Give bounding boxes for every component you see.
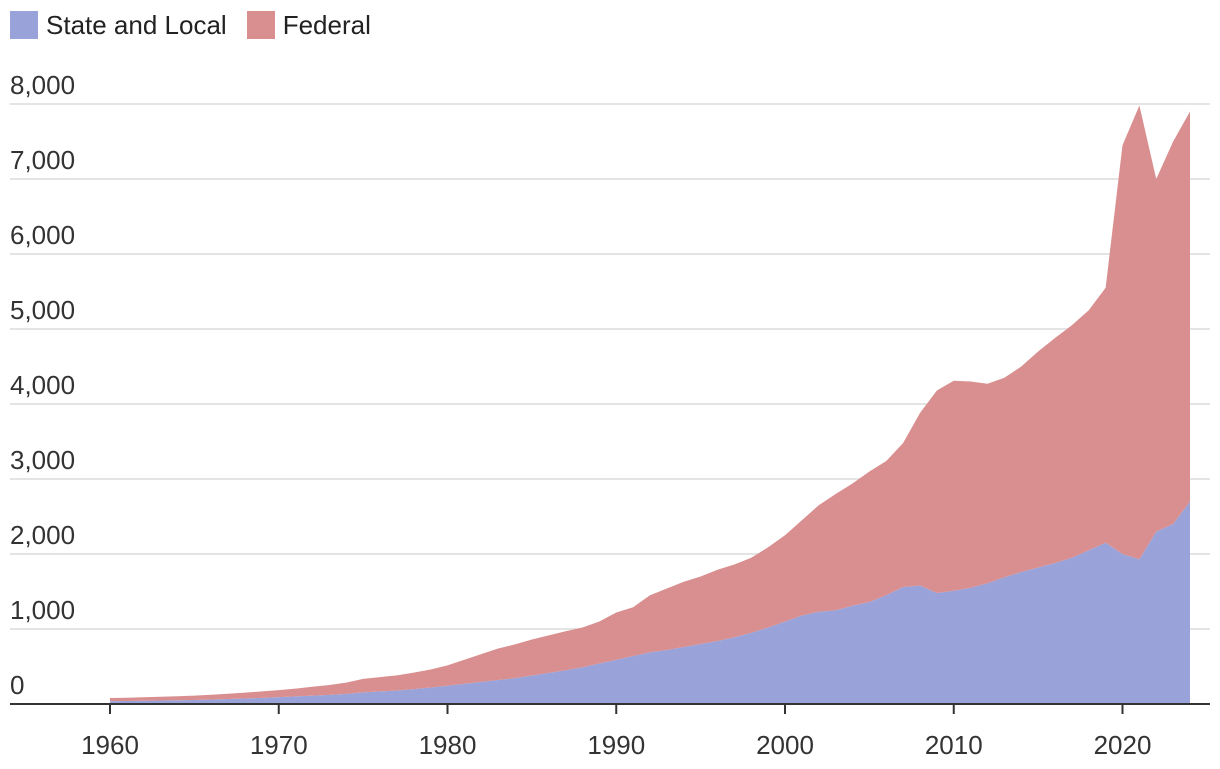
y-tick-label: 8,000 xyxy=(10,70,75,100)
y-tick-label: 5,000 xyxy=(10,295,75,325)
legend-label-federal: Federal xyxy=(282,9,371,40)
x-tick-label: 1970 xyxy=(250,730,308,760)
y-tick-label: 7,000 xyxy=(10,145,75,175)
x-tick-label: 1980 xyxy=(419,730,477,760)
grid-lines xyxy=(10,103,1210,630)
y-tick-label: 2,000 xyxy=(10,520,75,550)
area-series xyxy=(110,105,1190,704)
area-state-local xyxy=(110,501,1190,704)
axes: 0 1,000 2,000 3,000 4,000 5,000 6,000 7,000 8,00… xyxy=(10,70,1210,760)
legend-item-federal: Federal xyxy=(246,9,371,41)
x-tick-label: 1960 xyxy=(81,730,139,760)
area-federal xyxy=(110,105,1190,702)
y-tick-label: 1,000 xyxy=(10,595,75,625)
legend-swatch-state-local xyxy=(10,11,38,39)
x-tick-label: 2000 xyxy=(756,730,814,760)
legend-item-state-local: State and Local xyxy=(10,10,227,41)
legend-label-state-local: State and Local xyxy=(46,9,227,40)
x-tick-label: 1990 xyxy=(587,730,645,760)
y-tick-label: 3,000 xyxy=(10,445,75,475)
x-tick-label: 2010 xyxy=(925,730,983,760)
y-tick-label: 4,000 xyxy=(10,370,75,400)
y-tick-label: 6,000 xyxy=(10,220,75,250)
x-tick-label: 2020 xyxy=(1094,730,1152,760)
legend-swatch-federal xyxy=(246,11,275,39)
legend: State and Local Federal xyxy=(10,8,391,42)
y-tick-label: 0 xyxy=(10,670,24,700)
